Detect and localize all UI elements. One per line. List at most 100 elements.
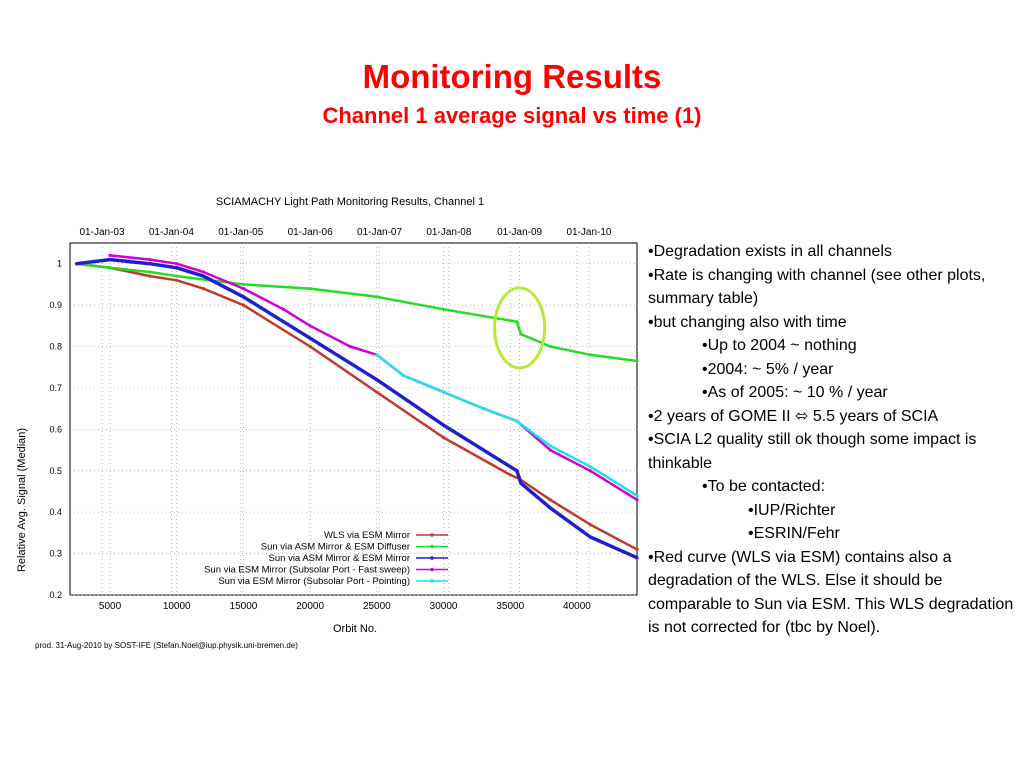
series-point bbox=[308, 336, 312, 340]
y-tick-label: 0.5 bbox=[49, 466, 62, 476]
y-tick-label: 0.6 bbox=[49, 424, 62, 434]
series-point bbox=[519, 332, 523, 336]
series-point bbox=[588, 523, 592, 527]
series-point bbox=[281, 320, 286, 324]
series-line bbox=[76, 262, 638, 551]
series-point bbox=[175, 278, 179, 282]
bullet-item: •but changing also with time bbox=[648, 313, 847, 331]
highlight-ellipse bbox=[493, 286, 547, 370]
x-axis-label: Orbit No. bbox=[333, 623, 377, 635]
series-point bbox=[281, 307, 286, 311]
series-point bbox=[548, 448, 552, 452]
series-point bbox=[148, 270, 152, 274]
series-point bbox=[548, 506, 552, 510]
x-tick-label: 10000 bbox=[163, 601, 191, 612]
y-tick-label: 0.9 bbox=[49, 300, 62, 310]
series-point bbox=[241, 282, 245, 286]
series-point bbox=[442, 307, 446, 311]
bullet-item: •2004: ~ 5% / year bbox=[702, 360, 834, 378]
series-point bbox=[588, 465, 592, 469]
bullet-item: •SCIA L2 quality still ok though some im… bbox=[648, 431, 977, 472]
series-point bbox=[515, 469, 519, 473]
series-point bbox=[588, 353, 592, 357]
series-point bbox=[375, 295, 379, 299]
series-point bbox=[175, 262, 179, 266]
bullet-item: •As of 2005: ~ 10 % / year bbox=[702, 384, 888, 401]
series-point bbox=[588, 469, 592, 473]
top-date-label: 01-Jan-03 bbox=[80, 227, 125, 238]
series-point bbox=[108, 266, 112, 270]
legend-marker bbox=[430, 556, 434, 560]
series-point bbox=[442, 436, 446, 440]
series-point bbox=[241, 295, 245, 299]
series-point bbox=[308, 287, 312, 291]
series-point bbox=[308, 324, 312, 328]
bullet-item: •2 years of GOME II ⬄ 5.5 years of SCIA bbox=[648, 407, 939, 425]
legend-marker bbox=[430, 533, 434, 537]
legend-label: WLS via ESM Mirror bbox=[324, 530, 410, 541]
y-tick-label: 0.7 bbox=[49, 383, 62, 393]
series-point bbox=[508, 473, 512, 477]
x-tick-label: 25000 bbox=[363, 601, 391, 612]
series-point bbox=[201, 287, 205, 291]
series-line bbox=[76, 257, 638, 560]
chart-footer: prod. 31-Aug-2010 by SOST-IFE (Stefan.No… bbox=[35, 641, 298, 650]
bullet-item: •Degradation exists in all channels bbox=[648, 243, 892, 260]
bullet-item: •IUP/Richter bbox=[748, 501, 836, 519]
series-point bbox=[635, 359, 639, 363]
x-tick-label: 40000 bbox=[563, 601, 591, 612]
series-point bbox=[442, 423, 446, 427]
x-tick-label: 15000 bbox=[230, 601, 258, 612]
series-point bbox=[548, 444, 552, 448]
series-point bbox=[308, 344, 312, 349]
bullet-item: •ESRIN/Fehr bbox=[748, 525, 840, 542]
series-point bbox=[548, 344, 552, 349]
y-axis-label: Relative Avg. Signal (Median) bbox=[16, 428, 28, 572]
bullet-list: •Degradation exists in all channels •Rate… bbox=[648, 240, 1024, 640]
series-line bbox=[376, 353, 638, 497]
series-point bbox=[175, 266, 179, 270]
bullet-item: •Red curve (WLS via ESM) contains also a… bbox=[648, 548, 1014, 637]
legend-label: Sun via ASM Mirror & ESM Diffuser bbox=[261, 542, 410, 553]
top-date-label: 01-Jan-04 bbox=[149, 227, 194, 238]
series-point bbox=[635, 556, 639, 560]
series-point bbox=[148, 262, 152, 266]
legend-marker bbox=[430, 567, 434, 572]
bullet-item: •Up to 2004 ~ nothing bbox=[702, 337, 857, 354]
series-point bbox=[175, 274, 179, 278]
x-tick-label: 35000 bbox=[496, 601, 524, 612]
plot-frame bbox=[69, 242, 638, 596]
series-point bbox=[148, 274, 152, 278]
series-point bbox=[148, 258, 152, 262]
series-point bbox=[108, 258, 112, 262]
series-point bbox=[548, 498, 552, 502]
series-point bbox=[375, 390, 379, 394]
legend-marker bbox=[430, 579, 434, 583]
y-tick-label: 1 bbox=[57, 259, 62, 269]
series-point bbox=[515, 419, 519, 423]
series-point bbox=[635, 498, 639, 502]
series-point bbox=[519, 481, 523, 485]
legend-label: Sun via ESM Mirror (Subsolar Port - Poin… bbox=[218, 576, 410, 587]
series-point bbox=[588, 535, 592, 539]
legend-label: Sun via ESM Mirror (Subsolar Port - Fast… bbox=[204, 565, 410, 576]
x-tick-label: 20000 bbox=[296, 601, 324, 612]
series-line bbox=[109, 254, 638, 501]
series-point bbox=[201, 274, 205, 278]
chart: SCIAMACHY Light Path Monitoring Results,… bbox=[16, 196, 639, 650]
legend-label: Sun via ASM Mirror & ESM Mirror bbox=[269, 553, 410, 564]
top-date-label: 01-Jan-09 bbox=[497, 227, 542, 238]
bullet-item: •Rate is changing with channel (see othe… bbox=[648, 266, 986, 308]
x-tick-label: 5000 bbox=[99, 601, 122, 612]
series-point bbox=[375, 353, 379, 357]
series-point bbox=[482, 407, 486, 411]
series-point bbox=[241, 287, 245, 291]
x-tick-label: 30000 bbox=[430, 601, 458, 612]
y-tick-label: 0.4 bbox=[49, 507, 62, 517]
series-point bbox=[635, 547, 639, 551]
top-date-label: 01-Jan-05 bbox=[218, 227, 263, 238]
top-date-label: 01-Jan-08 bbox=[426, 227, 471, 238]
series-point bbox=[401, 373, 406, 378]
series-point bbox=[348, 344, 352, 349]
top-date-label: 01-Jan-10 bbox=[566, 227, 611, 238]
